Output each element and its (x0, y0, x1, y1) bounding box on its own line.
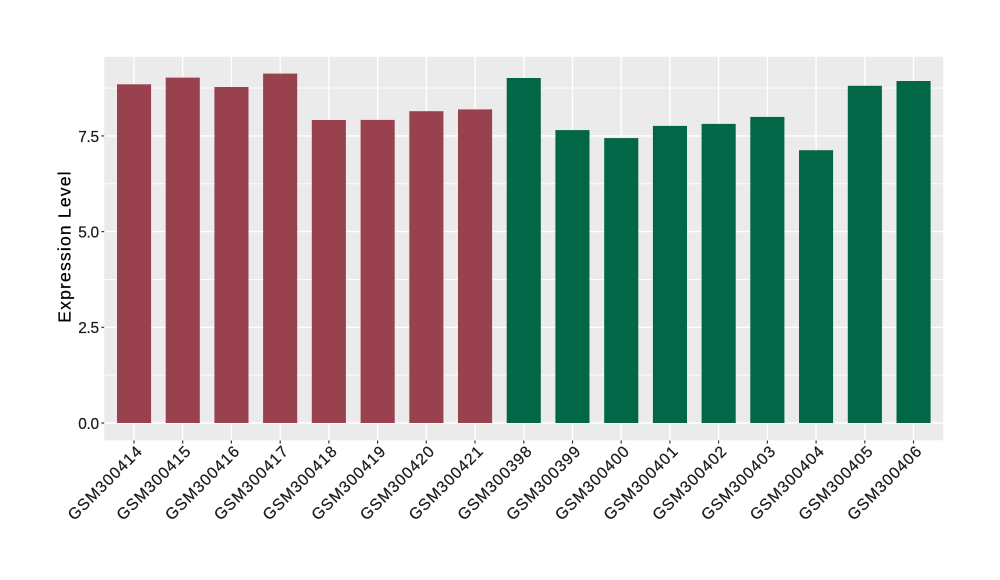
svg-text:5.0: 5.0 (78, 224, 99, 241)
svg-text:7.5: 7.5 (78, 129, 99, 146)
svg-text:Expression Level: Expression Level (54, 170, 74, 322)
svg-text:0.0: 0.0 (78, 416, 99, 433)
svg-text:2.5: 2.5 (78, 320, 99, 337)
